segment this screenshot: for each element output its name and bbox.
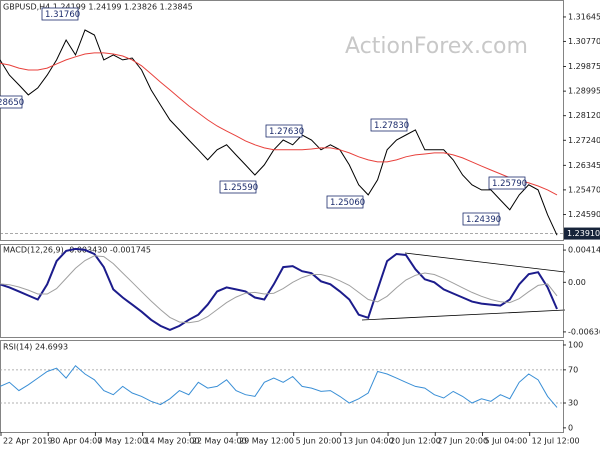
y-tick-label: 1.25470 <box>568 185 600 194</box>
current-price-box <box>564 227 600 240</box>
x-tick-label: 7 May 12:00 <box>97 437 147 446</box>
annotation: 1.25590 <box>223 183 258 193</box>
series-line <box>0 29 558 236</box>
annotation-box <box>462 212 500 226</box>
x-tick-label: 13 Jun 04:00 <box>343 437 394 446</box>
y-tick-label: 0.00 <box>568 278 586 287</box>
series-line <box>0 247 558 331</box>
y-tick-label: 0 <box>568 423 573 432</box>
annotation-box <box>488 176 526 190</box>
annotation: 1.27830 <box>374 121 409 131</box>
annotation: 1.28650 <box>0 98 24 108</box>
annotation-box <box>41 7 79 21</box>
y-tick-label: 0.004141 <box>568 246 600 255</box>
rsi-title: RSI(14) 24.6993 <box>3 343 68 352</box>
series-group <box>0 247 558 331</box>
series-line <box>0 255 558 324</box>
annotation-box <box>326 195 364 209</box>
y-tick-label: 100 <box>568 340 583 349</box>
annotation-box <box>370 118 408 132</box>
x-tick-label: 5 Jun 20:00 <box>296 437 342 446</box>
annotation-box <box>265 124 303 138</box>
x-tick-label: 30 Apr 04:00 <box>50 437 102 446</box>
y-tick-label: -0.006365 <box>568 327 600 336</box>
y-tick-label: 70 <box>568 365 578 374</box>
x-tick-label: 22 Apr 2019 <box>3 437 52 446</box>
x-tick-label: 29 May 12:00 <box>239 437 294 446</box>
y-tick-label: 1.28995 <box>568 87 600 96</box>
y-tick-label: 1.27240 <box>568 136 600 145</box>
y-tick-label: 1.30770 <box>568 37 600 46</box>
panel-frame <box>0 244 564 338</box>
annotation: 1.25060 <box>330 198 365 208</box>
y-tick-label: 1.24590 <box>568 210 600 219</box>
series-line <box>0 52 558 196</box>
x-tick-label: 14 May 20:00 <box>145 437 200 446</box>
series-group <box>0 29 558 236</box>
series-group <box>0 364 558 408</box>
trend-line <box>361 309 566 321</box>
annotation: 1.24390 <box>466 215 501 225</box>
y-tick-label: 1.28120 <box>568 111 600 120</box>
y-tick-label: 1.31645 <box>568 12 600 21</box>
watermark: ActionForex.com <box>345 34 528 59</box>
y-tick-label: 1.29875 <box>568 62 600 71</box>
annotation: 1.27630 <box>269 127 304 137</box>
current-price-label: 1.23910 <box>567 229 600 238</box>
annotation-box <box>219 180 257 194</box>
annotation: 1.31760 <box>45 10 80 20</box>
y-tick-label: 1.26345 <box>568 161 600 170</box>
panel-frame <box>0 340 564 433</box>
x-tick-label: 20 Jun 12:00 <box>390 437 441 446</box>
annotation: 1.25790 <box>492 179 527 189</box>
panel-frame <box>0 0 564 241</box>
x-tick-label: 12 Jul 12:00 <box>532 437 580 446</box>
trend-line <box>404 252 566 273</box>
series-line <box>0 364 558 408</box>
x-tick-label: 22 May 04:00 <box>192 437 247 446</box>
x-tick-label: 27 Jun 20:00 <box>437 437 488 446</box>
x-tick-label: 5 Jul 04:00 <box>484 437 527 446</box>
chart-title: GBPUSD,H4 1.24199 1.24199 1.23826 1.2384… <box>3 3 193 12</box>
annotation-box <box>0 95 23 109</box>
y-tick-label: 30 <box>568 398 578 407</box>
